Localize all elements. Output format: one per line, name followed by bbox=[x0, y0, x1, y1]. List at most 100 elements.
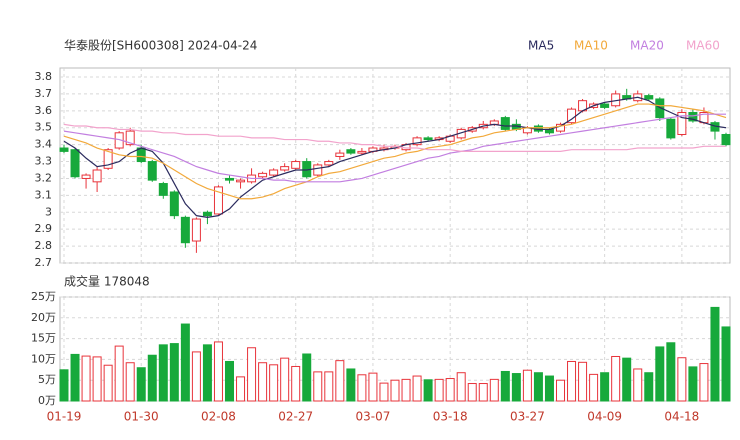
volume-bar bbox=[434, 378, 444, 402]
volume-bar bbox=[600, 372, 610, 402]
legend-entry: MA5 bbox=[528, 39, 554, 53]
volume-bar bbox=[147, 354, 157, 402]
volume-bar bbox=[357, 374, 367, 402]
volume-bar bbox=[247, 347, 257, 402]
volume-bar bbox=[213, 341, 223, 402]
y-tick-label: 25万 bbox=[31, 290, 56, 303]
candle-body bbox=[313, 164, 323, 176]
legend-entry: MA60 bbox=[686, 39, 720, 53]
y-tick-label: 2.9 bbox=[35, 222, 53, 235]
candle-body bbox=[147, 161, 157, 181]
x-tick-label: 03-07 bbox=[355, 410, 390, 424]
volume-bar bbox=[114, 345, 124, 402]
ma-line bbox=[63, 96, 727, 218]
volume-bar bbox=[666, 342, 676, 402]
candle-body bbox=[202, 211, 212, 217]
volume-bar bbox=[522, 369, 532, 402]
y-tick-label: 3.8 bbox=[35, 70, 53, 83]
volume-bar bbox=[368, 372, 378, 402]
candle-body bbox=[81, 174, 91, 179]
volume-bar bbox=[324, 371, 334, 402]
y-tick-label: 3.4 bbox=[35, 138, 53, 151]
volume-bar bbox=[489, 378, 499, 402]
candle-body bbox=[688, 112, 698, 122]
volume-bar bbox=[169, 343, 179, 402]
candle-body bbox=[280, 166, 290, 171]
x-tick-label: 03-18 bbox=[433, 410, 468, 424]
candle-body bbox=[213, 186, 223, 215]
candle-body bbox=[346, 149, 356, 154]
volume-bar bbox=[611, 355, 621, 402]
candle-body bbox=[59, 147, 69, 152]
volume-bar bbox=[412, 375, 422, 402]
volume-bar bbox=[445, 378, 455, 402]
y-tick-label: 3.6 bbox=[35, 104, 53, 117]
volume-bar bbox=[280, 357, 290, 402]
candle-body bbox=[666, 118, 676, 139]
volume-bar bbox=[313, 371, 323, 402]
volume-bar bbox=[589, 373, 599, 402]
volume-bar bbox=[699, 363, 709, 402]
candle-body bbox=[169, 191, 179, 217]
price-frame bbox=[59, 67, 731, 264]
volume-bar bbox=[92, 356, 102, 402]
volume-bar bbox=[533, 372, 543, 402]
volume-bar bbox=[478, 383, 488, 402]
candle-body bbox=[225, 177, 234, 181]
x-tick-label: 04-09 bbox=[587, 410, 622, 424]
x-tick-label: 01-19 bbox=[47, 410, 82, 424]
y-tick-label: 0万 bbox=[38, 394, 56, 407]
candle-body bbox=[335, 152, 345, 157]
volume-bar bbox=[511, 373, 521, 402]
volume-bar bbox=[302, 353, 312, 402]
candle-body bbox=[655, 98, 665, 119]
volume-bar bbox=[456, 372, 466, 402]
volume-bar bbox=[346, 368, 356, 402]
y-tick-label: 3.2 bbox=[35, 171, 53, 184]
ma-line bbox=[63, 123, 726, 152]
volume-bar bbox=[556, 379, 565, 402]
x-tick-label: 03-27 bbox=[510, 410, 545, 424]
ma-line bbox=[63, 103, 727, 200]
volume-bar bbox=[622, 357, 632, 402]
y-tick-label: 5万 bbox=[38, 373, 56, 386]
candle-body bbox=[677, 112, 687, 135]
candle-body bbox=[269, 169, 279, 176]
y-tick-label: 3.5 bbox=[35, 121, 53, 134]
candle-body bbox=[92, 169, 102, 183]
y-tick-label: 15万 bbox=[31, 332, 56, 345]
volume-title: 成交量 178048 bbox=[64, 274, 150, 289]
x-tick-label: 01-30 bbox=[124, 410, 159, 424]
legend-entry: MA20 bbox=[630, 39, 664, 53]
candle-body bbox=[324, 161, 334, 166]
x-tick-label: 02-27 bbox=[278, 410, 313, 424]
candle-body bbox=[357, 150, 367, 154]
volume-bar bbox=[688, 366, 698, 402]
volume-bar bbox=[633, 368, 643, 402]
ma-line bbox=[63, 113, 726, 183]
volume-bar bbox=[103, 364, 113, 402]
candle-body bbox=[103, 149, 113, 169]
y-tick-label: 2.7 bbox=[35, 256, 53, 269]
volume-bar bbox=[401, 378, 411, 402]
candle-body bbox=[125, 130, 135, 146]
volume-bar bbox=[291, 365, 301, 402]
x-tick-label: 02-08 bbox=[201, 410, 236, 424]
candle-body bbox=[258, 172, 268, 178]
candle-body bbox=[500, 117, 510, 130]
chart-title: 华泰股份[SH600308] 2024-04-24 bbox=[64, 39, 257, 53]
volume-bar bbox=[567, 360, 577, 402]
y-tick-label: 3.3 bbox=[35, 155, 53, 168]
volume-bar bbox=[70, 353, 80, 402]
candle-body bbox=[158, 183, 168, 196]
volume-bar bbox=[335, 360, 345, 402]
candle-body bbox=[721, 133, 731, 146]
candle-body bbox=[191, 218, 201, 242]
candle-body bbox=[423, 137, 433, 141]
volume-bar bbox=[677, 357, 687, 402]
y-tick-label: 20万 bbox=[31, 311, 56, 324]
y-tick-label: 3.7 bbox=[35, 87, 53, 100]
candle-body bbox=[180, 216, 190, 244]
volume-bar bbox=[258, 362, 268, 402]
volume-bar bbox=[158, 344, 168, 402]
